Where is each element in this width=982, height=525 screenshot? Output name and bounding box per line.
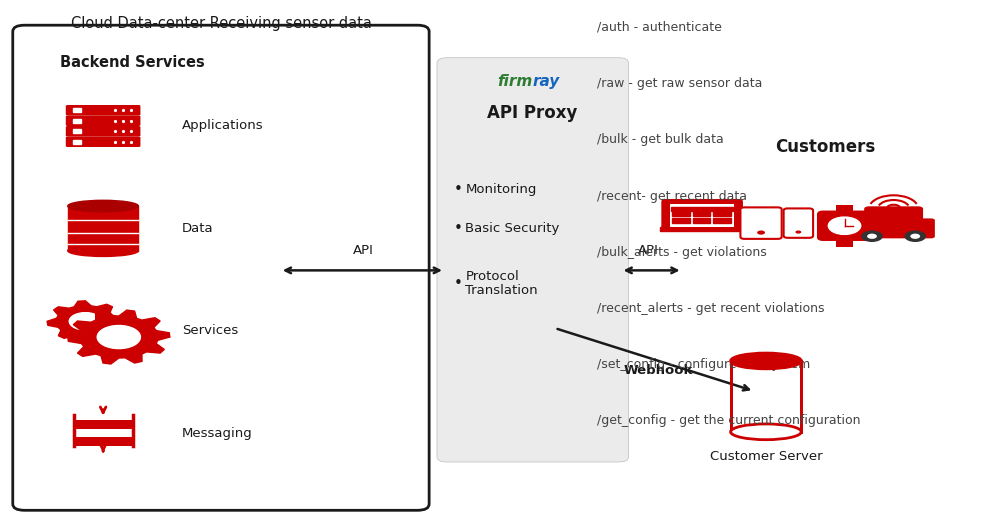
Bar bbox=[672, 218, 689, 223]
Bar bbox=[73, 140, 81, 144]
Text: Services: Services bbox=[182, 324, 238, 337]
Circle shape bbox=[795, 230, 801, 234]
Polygon shape bbox=[47, 301, 124, 342]
Text: /bulk_alerts - get violations: /bulk_alerts - get violations bbox=[597, 246, 767, 259]
Text: /raw - get raw sensor data: /raw - get raw sensor data bbox=[597, 77, 762, 90]
Text: Data: Data bbox=[182, 222, 213, 235]
Bar bbox=[73, 129, 81, 133]
Text: /recent- get recent data: /recent- get recent data bbox=[597, 190, 747, 203]
FancyBboxPatch shape bbox=[66, 136, 140, 147]
Text: /get_config - get the current configuration: /get_config - get the current configurat… bbox=[597, 414, 860, 427]
Circle shape bbox=[910, 234, 920, 239]
Text: Cloud Data-center Receiving sensor data: Cloud Data-center Receiving sensor data bbox=[71, 16, 371, 31]
Bar bbox=[73, 108, 81, 112]
Bar bbox=[836, 237, 853, 247]
Ellipse shape bbox=[731, 353, 801, 369]
Circle shape bbox=[861, 230, 883, 242]
Text: Monitoring: Monitoring bbox=[465, 183, 537, 195]
Circle shape bbox=[97, 326, 140, 349]
Circle shape bbox=[757, 230, 765, 235]
Bar bbox=[68, 206, 138, 251]
Text: Basic Security: Basic Security bbox=[465, 222, 560, 235]
Bar bbox=[836, 205, 853, 214]
Text: firm: firm bbox=[497, 74, 532, 89]
Text: Webhook: Webhook bbox=[624, 364, 693, 376]
Text: Messaging: Messaging bbox=[182, 427, 252, 439]
Bar bbox=[672, 211, 689, 216]
FancyBboxPatch shape bbox=[13, 25, 429, 510]
Ellipse shape bbox=[731, 424, 801, 440]
Bar bbox=[74, 420, 133, 429]
Text: Customer Server: Customer Server bbox=[710, 450, 822, 463]
Ellipse shape bbox=[68, 245, 138, 256]
FancyBboxPatch shape bbox=[437, 58, 628, 462]
FancyBboxPatch shape bbox=[852, 218, 935, 238]
FancyBboxPatch shape bbox=[670, 204, 735, 227]
Bar bbox=[731, 361, 801, 432]
FancyBboxPatch shape bbox=[784, 208, 813, 238]
Circle shape bbox=[69, 312, 102, 330]
FancyBboxPatch shape bbox=[66, 105, 140, 116]
Text: Protocol
Translation: Protocol Translation bbox=[465, 269, 538, 298]
Text: /auth - authenticate: /auth - authenticate bbox=[597, 21, 722, 34]
Bar bbox=[713, 218, 731, 223]
Text: API Proxy: API Proxy bbox=[487, 104, 577, 122]
Bar bbox=[74, 437, 133, 446]
Text: /recent_alerts - get recent violations: /recent_alerts - get recent violations bbox=[597, 302, 825, 315]
Circle shape bbox=[867, 234, 877, 239]
Text: /bulk - get bulk data: /bulk - get bulk data bbox=[597, 133, 724, 146]
Ellipse shape bbox=[68, 201, 138, 212]
FancyBboxPatch shape bbox=[818, 212, 871, 240]
FancyBboxPatch shape bbox=[662, 200, 741, 230]
Circle shape bbox=[904, 230, 926, 242]
Circle shape bbox=[828, 217, 860, 234]
FancyBboxPatch shape bbox=[864, 206, 923, 223]
Circle shape bbox=[891, 207, 897, 210]
FancyBboxPatch shape bbox=[740, 207, 782, 239]
Text: API: API bbox=[353, 244, 374, 257]
Polygon shape bbox=[68, 310, 170, 364]
Text: API: API bbox=[637, 244, 659, 257]
Text: ray: ray bbox=[532, 74, 560, 89]
Text: Backend Services: Backend Services bbox=[60, 55, 205, 70]
FancyBboxPatch shape bbox=[66, 126, 140, 136]
Text: •: • bbox=[454, 182, 463, 196]
Text: •: • bbox=[454, 221, 463, 236]
Bar bbox=[73, 119, 81, 123]
Text: Customers: Customers bbox=[775, 138, 875, 156]
Text: /set_config - configure the system: /set_config - configure the system bbox=[597, 358, 810, 371]
Text: Applications: Applications bbox=[182, 120, 263, 132]
Bar bbox=[660, 227, 744, 231]
Text: •: • bbox=[454, 276, 463, 291]
FancyBboxPatch shape bbox=[66, 116, 140, 126]
Bar bbox=[693, 211, 711, 216]
Bar bbox=[713, 211, 731, 216]
Bar bbox=[671, 207, 733, 211]
Bar bbox=[693, 218, 711, 223]
